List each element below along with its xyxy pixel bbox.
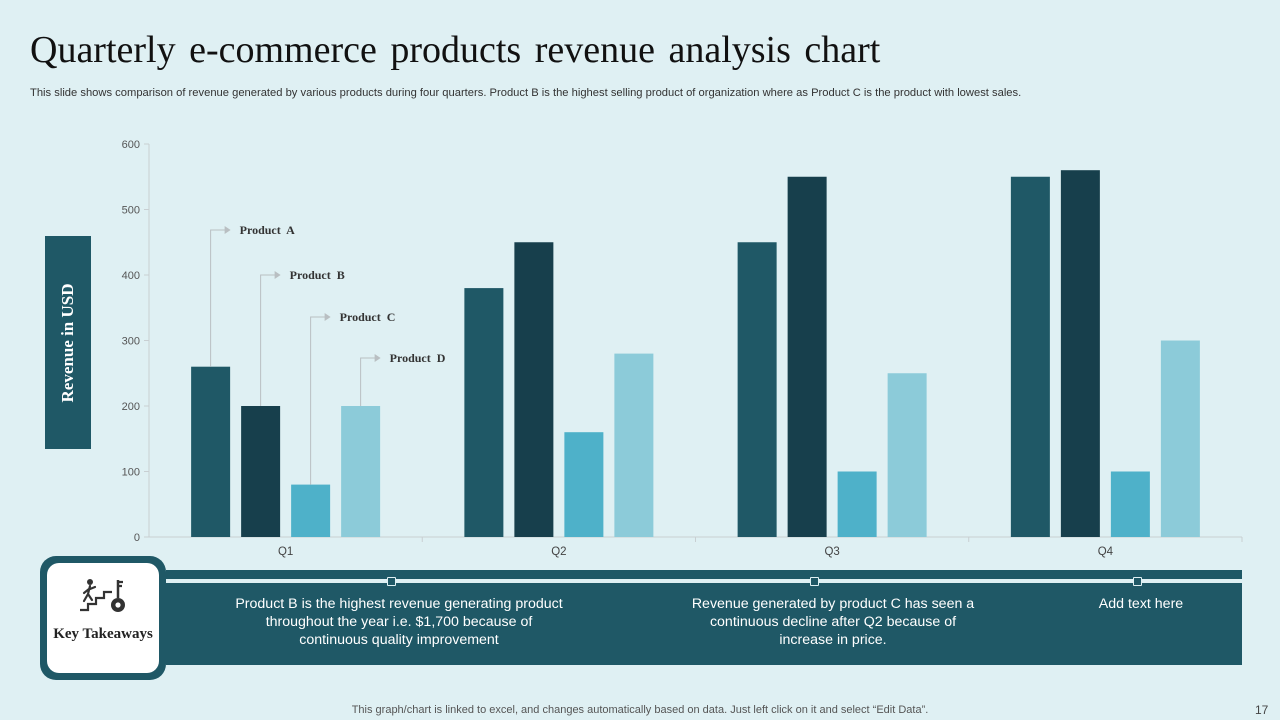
bar-q4-s4 [1160, 340, 1200, 537]
takeaways-band: Product B is the highest revenue generat… [166, 570, 1242, 665]
legend-label-2: Product B [290, 268, 345, 282]
bar-q4-s3 [1110, 471, 1150, 537]
x-tick-label: Q2 [551, 546, 566, 558]
y-tick-label: 400 [122, 270, 140, 282]
timeline-dot [810, 577, 819, 586]
legend-callout-arrow [374, 354, 381, 362]
legend-callout-line [210, 229, 226, 367]
y-tick-label: 600 [122, 139, 140, 151]
bar-q3-s3 [837, 471, 877, 537]
bar-q1-s2 [241, 406, 281, 537]
x-tick-label: Q1 [278, 546, 293, 558]
y-tick-label: 0 [134, 532, 140, 544]
timeline-line [166, 579, 1242, 583]
page-number: 17 [1255, 703, 1269, 717]
y-tick-label: 200 [122, 401, 140, 413]
bar-q4-s1 [1010, 176, 1050, 537]
legend-callout-line [310, 316, 326, 485]
timeline-dot [1133, 577, 1142, 586]
legend-label-1: Product A [240, 223, 295, 237]
key-takeaways-inner: Key Takeaways [47, 563, 159, 673]
bar-q2-s3 [564, 432, 604, 537]
legend-label-4: Product D [390, 351, 446, 365]
bar-q1-s1 [191, 366, 231, 537]
x-tick-label: Q3 [824, 546, 839, 558]
bar-q2-s2 [514, 242, 554, 537]
stairs-key-icon [80, 579, 125, 612]
x-tick-label: Q4 [1098, 546, 1114, 558]
bar-q4-s2 [1060, 170, 1100, 537]
bar-q1-s3 [291, 484, 331, 537]
key-takeaways-label: Key Takeaways [47, 625, 159, 644]
key-takeaways-heading: Key Takeaways [53, 626, 153, 642]
bar-q1-s4 [341, 406, 381, 537]
timeline-dot [387, 577, 396, 586]
y-tick-label: 100 [122, 467, 140, 479]
slide-subtitle: This slide shows comparison of revenue g… [30, 87, 1022, 99]
takeaway-text-1: Product B is the highest revenue generat… [235, 596, 563, 648]
y-tick-label: 300 [122, 336, 140, 348]
bar-q3-s1 [737, 242, 777, 537]
legend-callout-arrow [324, 313, 331, 321]
bar-q2-s4 [614, 353, 654, 537]
legend-callout-line [260, 274, 276, 406]
footer-note: This graph/chart is linked to excel, and… [351, 704, 929, 716]
legend-callout-arrow [224, 226, 231, 234]
takeaway-text-2: Revenue generated by product C has seen … [691, 596, 975, 648]
legend-callout-line [360, 357, 376, 406]
bar-q2-s1 [464, 288, 504, 537]
legend-callout-arrow [274, 271, 281, 279]
legend-label-3: Product C [340, 310, 396, 324]
y-tick-label: 500 [122, 205, 140, 217]
y-axis-label-box: Revenue in USD [45, 236, 91, 449]
takeaway-text-3: Add text here [1098, 596, 1184, 612]
key-takeaways-card: Key Takeaways [40, 556, 166, 680]
bar-q3-s4 [887, 373, 927, 537]
slide-title: Quarterly e-commerce products revenue an… [30, 29, 881, 71]
revenue-bar-chart[interactable]: 0 100 200 300 400 500 600 Q1 Q2 Q3 Q4 Product A Prod… [0, 0, 1280, 560]
bar-q3-s2 [787, 176, 827, 537]
